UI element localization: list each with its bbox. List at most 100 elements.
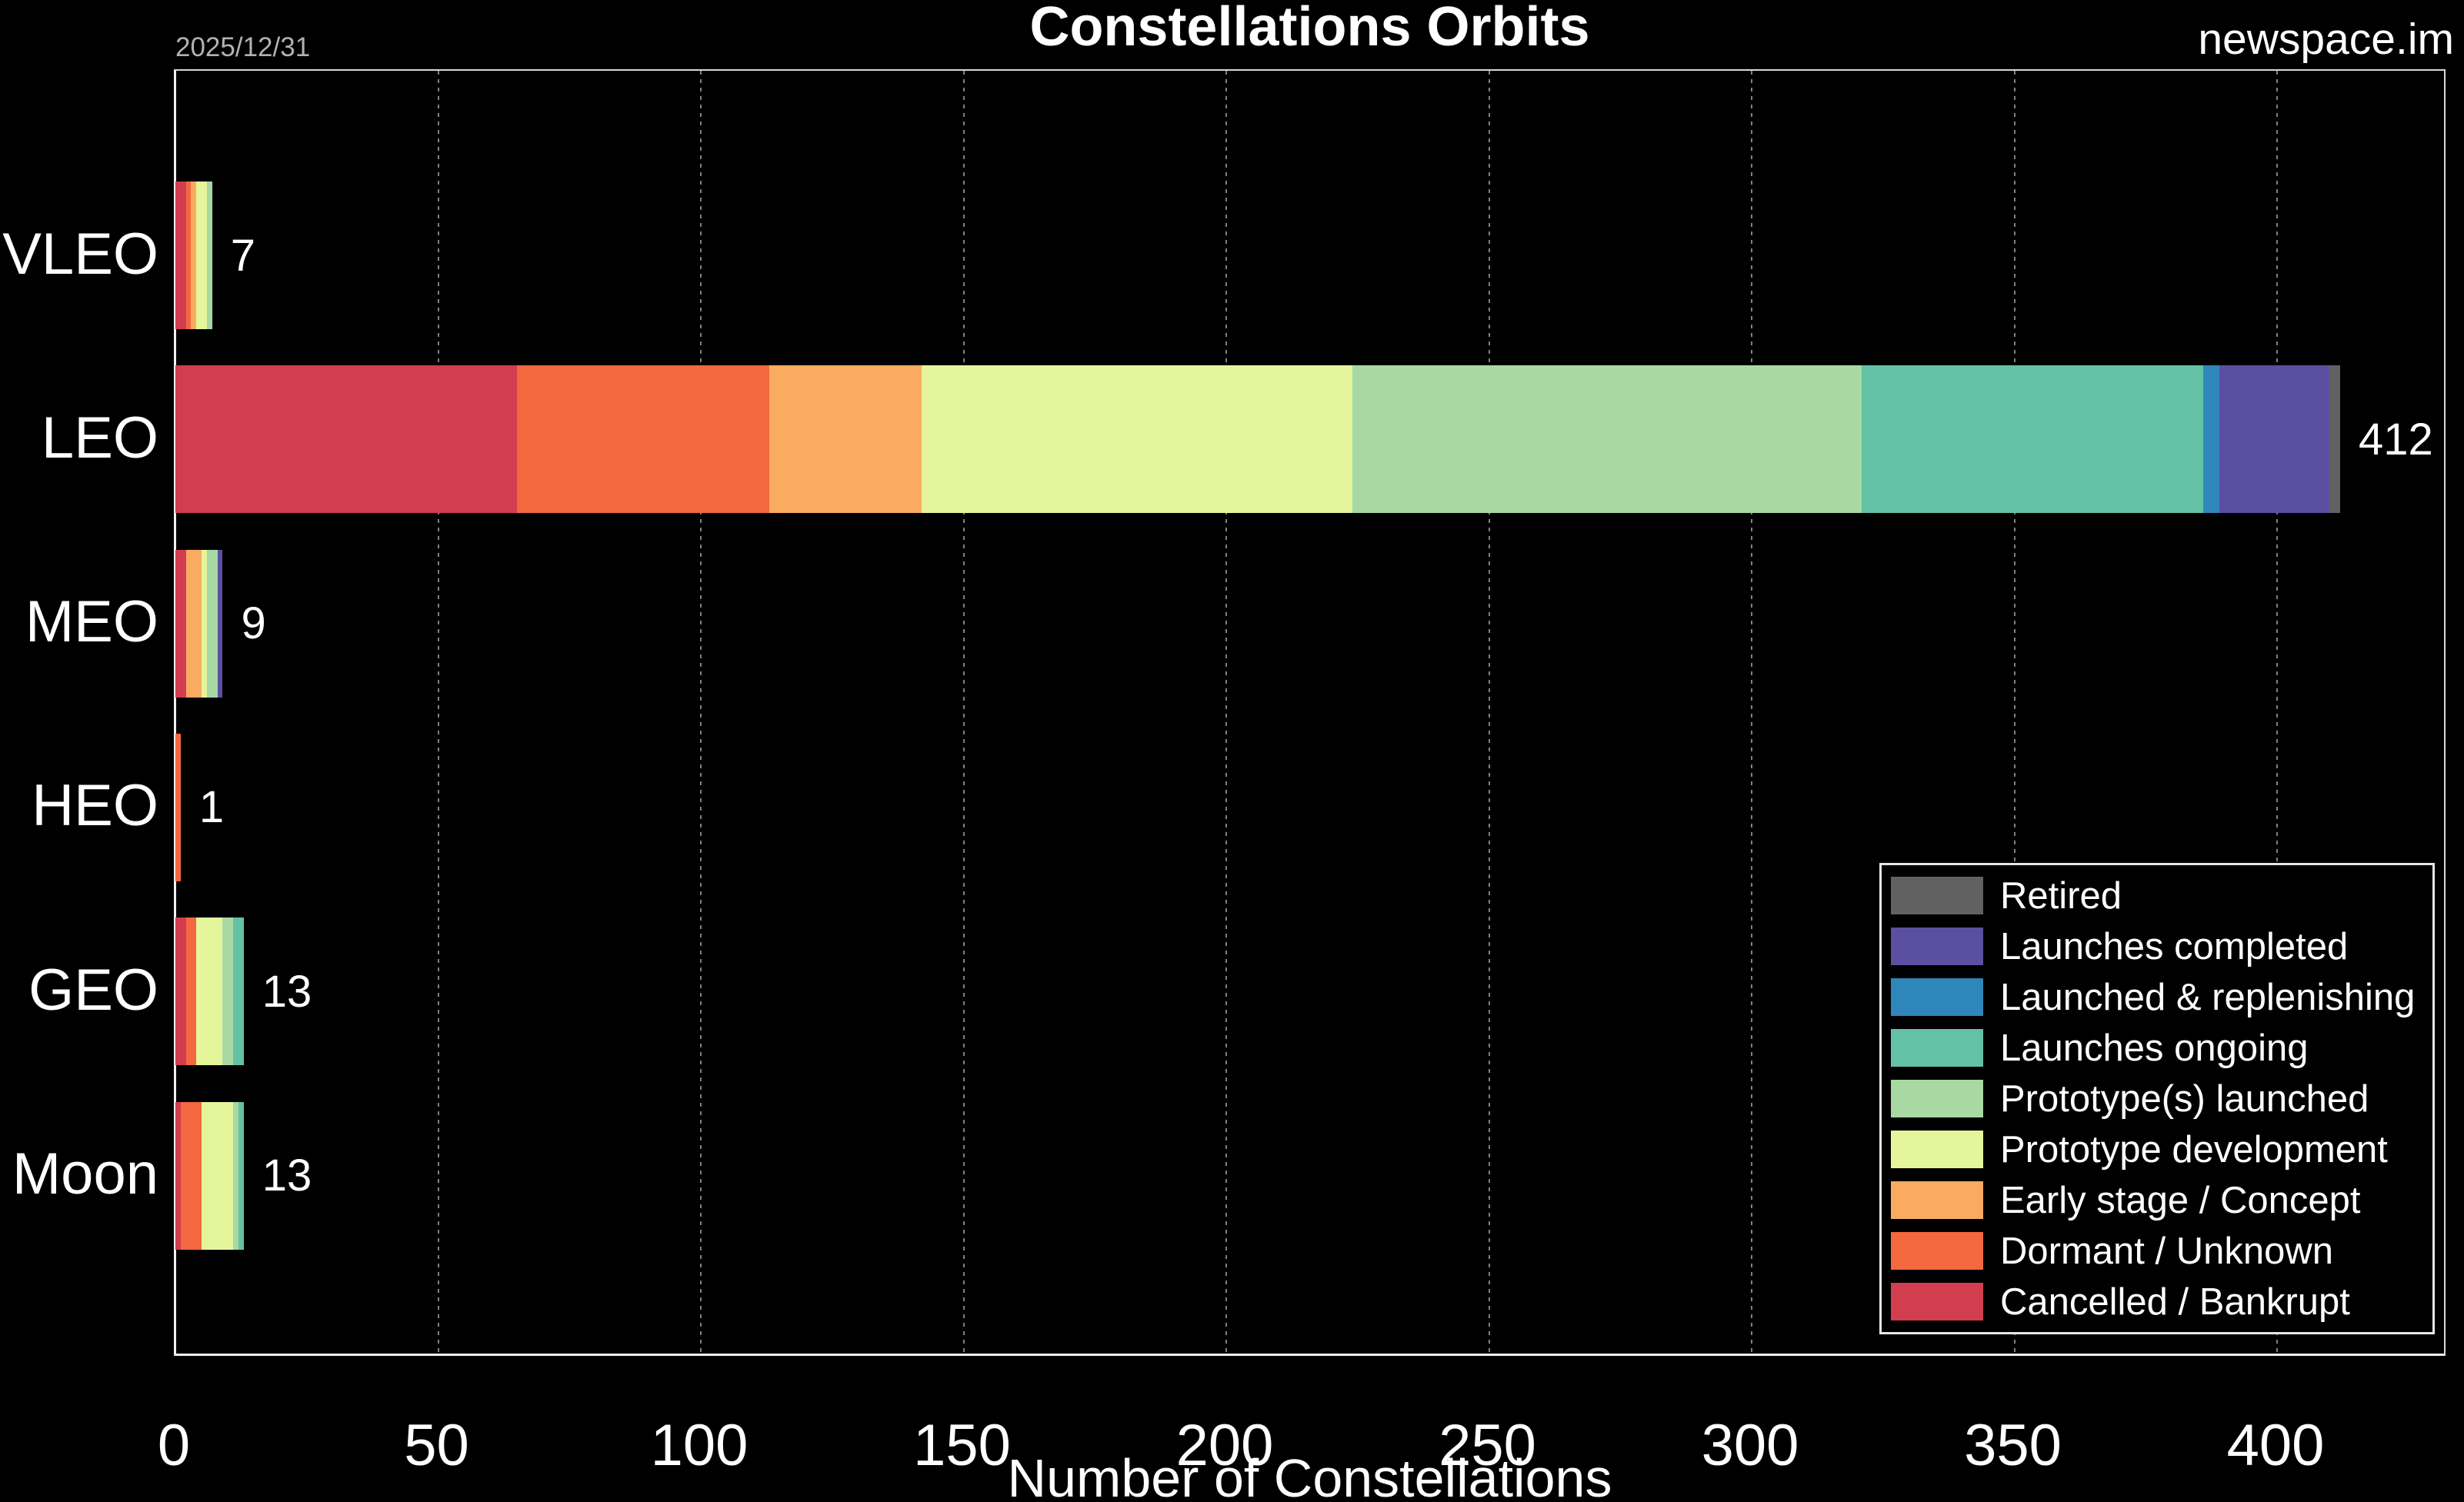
gridline-x-100 xyxy=(700,71,702,1354)
legend-label-launches-completed: Launches completed xyxy=(2000,925,2349,967)
bar-segment-moon-prototype-development xyxy=(202,1101,234,1250)
bar-moon xyxy=(175,1101,244,1250)
gridline-x-250 xyxy=(1488,71,1490,1354)
bar-segment-geo-prototype-development xyxy=(196,918,223,1066)
legend-item-dormant-unknown: Dormant / Unknown xyxy=(1891,1226,2425,1277)
bar-segment-moon-cancelled-bankrupt xyxy=(175,1101,181,1250)
bar-segment-meo-launches-completed xyxy=(217,549,223,698)
legend-swatch-cancelled-bankrupt xyxy=(1891,1283,1983,1320)
legend-label-dormant-unknown: Dormant / Unknown xyxy=(2000,1230,2334,1272)
legend-swatch-dormant-unknown xyxy=(1891,1232,1983,1270)
x-axis-tick-350: 350 xyxy=(1964,1413,2062,1478)
bar-segment-moon-dormant-unknown xyxy=(180,1101,202,1250)
bar-segment-vleo-early-stage-concept xyxy=(191,182,197,329)
x-axis-tick-250: 250 xyxy=(1439,1413,1536,1478)
chart-title: Constellations Orbits xyxy=(1029,0,1590,58)
x-axis-tick-50: 50 xyxy=(404,1413,469,1478)
legend-swatch-launches-completed xyxy=(1891,928,1983,965)
bar-segment-meo-prototype-development xyxy=(202,549,207,698)
legend-item-prototype-s-launched: Prototype(s) launched xyxy=(1891,1074,2425,1124)
x-axis-tick-100: 100 xyxy=(650,1413,749,1478)
bar-value-label-meo: 9 xyxy=(241,598,266,649)
legend-item-launches-ongoing: Launches ongoing xyxy=(1891,1023,2425,1074)
legend-label-cancelled-bankrupt: Cancelled / Bankrupt xyxy=(2000,1281,2350,1323)
legend-label-prototype-s-launched: Prototype(s) launched xyxy=(2000,1077,2369,1120)
bar-segment-geo-launches-ongoing xyxy=(233,918,244,1066)
bar-value-label-geo: 13 xyxy=(262,966,312,1017)
bar-segment-meo-cancelled-bankrupt xyxy=(175,549,186,698)
legend-swatch-prototype-s-launched xyxy=(1891,1080,1983,1117)
gridline-x-300 xyxy=(1751,71,1752,1354)
plot-area: 7 412 9 1 13 13 xyxy=(174,69,2446,1356)
bar-value-label-leo: 412 xyxy=(2358,414,2433,465)
gridline-x-200 xyxy=(1225,71,1227,1354)
date-label: 2025/12/31 xyxy=(175,32,311,62)
gridline-x-50 xyxy=(437,71,439,1354)
bar-heo xyxy=(175,733,181,881)
bar-segment-leo-launches-completed xyxy=(2219,365,2330,514)
bar-segment-leo-early-stage-concept xyxy=(769,365,922,514)
y-axis-label-geo: GEO xyxy=(28,957,158,1023)
gridline-x-150 xyxy=(962,71,965,1354)
legend-swatch-launches-ongoing xyxy=(1891,1029,1983,1067)
legend-item-early-stage-concept: Early stage / Concept xyxy=(1891,1175,2425,1226)
bar-segment-leo-prototype-development xyxy=(921,365,1352,514)
y-axis-label-leo: LEO xyxy=(41,405,158,471)
bar-segment-geo-dormant-unknown xyxy=(185,918,197,1066)
bar-value-label-moon: 13 xyxy=(262,1151,312,1201)
gridline-x-350 xyxy=(2013,71,2016,1354)
legend-label-launches-ongoing: Launches ongoing xyxy=(2000,1027,2309,1069)
legend-label-early-stage-concept: Early stage / Concept xyxy=(2000,1179,2361,1221)
bar-value-label-vleo: 7 xyxy=(230,230,256,281)
bar-segment-heo-dormant-unknown xyxy=(175,733,181,881)
bar-segment-geo-prototype-s-launched xyxy=(222,918,234,1066)
x-axis-title: Number of Constellations xyxy=(1007,1448,1612,1502)
bar-segment-leo-launched-replenishing xyxy=(2203,365,2219,514)
legend-label-retired: Retired xyxy=(2000,874,2122,917)
legend-label-prototype-development: Prototype development xyxy=(2000,1128,2388,1171)
bar-segment-meo-prototype-s-launched xyxy=(206,549,218,698)
y-axis-spine xyxy=(174,71,176,1354)
bar-value-label-heo: 1 xyxy=(198,782,225,833)
bar-segment-vleo-dormant-unknown xyxy=(185,182,192,329)
y-axis-label-vleo: VLEO xyxy=(2,221,158,287)
bar-segment-leo-dormant-unknown xyxy=(516,365,769,514)
x-axis-tick-300: 300 xyxy=(1701,1413,1799,1478)
bar-segment-leo-prototype-s-launched xyxy=(1352,365,1862,514)
bar-segment-vleo-prototype-s-launched xyxy=(206,182,212,329)
bar-segment-meo-early-stage-concept xyxy=(185,549,202,698)
x-axis-tick-150: 150 xyxy=(913,1413,1011,1478)
legend-item-prototype-development: Prototype development xyxy=(1891,1124,2425,1175)
x-axis-tick-400: 400 xyxy=(2226,1413,2325,1478)
legend-item-launched-replenishing: Launched & replenishing xyxy=(1891,972,2425,1023)
legend-item-retired: Retired xyxy=(1891,871,2425,921)
legend-swatch-retired xyxy=(1891,877,1983,914)
legend-swatch-prototype-development xyxy=(1891,1131,1983,1168)
bar-vleo xyxy=(175,182,212,329)
bar-segment-leo-cancelled-bankrupt xyxy=(175,365,517,514)
bar-segment-geo-cancelled-bankrupt xyxy=(175,918,186,1066)
x-axis-tick-200: 200 xyxy=(1175,1413,1274,1478)
bar-segment-leo-launches-ongoing xyxy=(1862,365,2204,514)
bar-leo xyxy=(175,365,2340,514)
legend-swatch-launched-replenishing xyxy=(1891,978,1983,1016)
legend-item-launches-completed: Launches completed xyxy=(1891,921,2425,972)
x-axis-tick-0: 0 xyxy=(157,1413,191,1478)
y-axis-label-meo: MEO xyxy=(25,589,158,655)
bar-segment-vleo-cancelled-bankrupt xyxy=(175,182,186,329)
y-axis-label-moon: Moon xyxy=(12,1141,158,1207)
bar-segment-moon-launches-ongoing xyxy=(238,1101,244,1250)
legend-item-cancelled-bankrupt: Cancelled / Bankrupt xyxy=(1891,1277,2425,1327)
bar-geo xyxy=(175,918,244,1066)
x-axis-spine xyxy=(175,1354,2444,1356)
legend-swatch-early-stage-concept xyxy=(1891,1181,1983,1219)
legend: Retired Launches completed Launched & repl… xyxy=(1879,863,2435,1334)
bar-meo xyxy=(175,549,223,698)
bar-segment-moon-prototype-s-launched xyxy=(233,1101,238,1250)
legend-label-launched-replenishing: Launched & replenishing xyxy=(2000,976,2416,1018)
gridline-x-400 xyxy=(2276,71,2278,1354)
bar-segment-vleo-prototype-development xyxy=(196,182,207,329)
bar-segment-leo-retired xyxy=(2329,365,2340,514)
brand-label: newspace.im xyxy=(2198,15,2454,64)
